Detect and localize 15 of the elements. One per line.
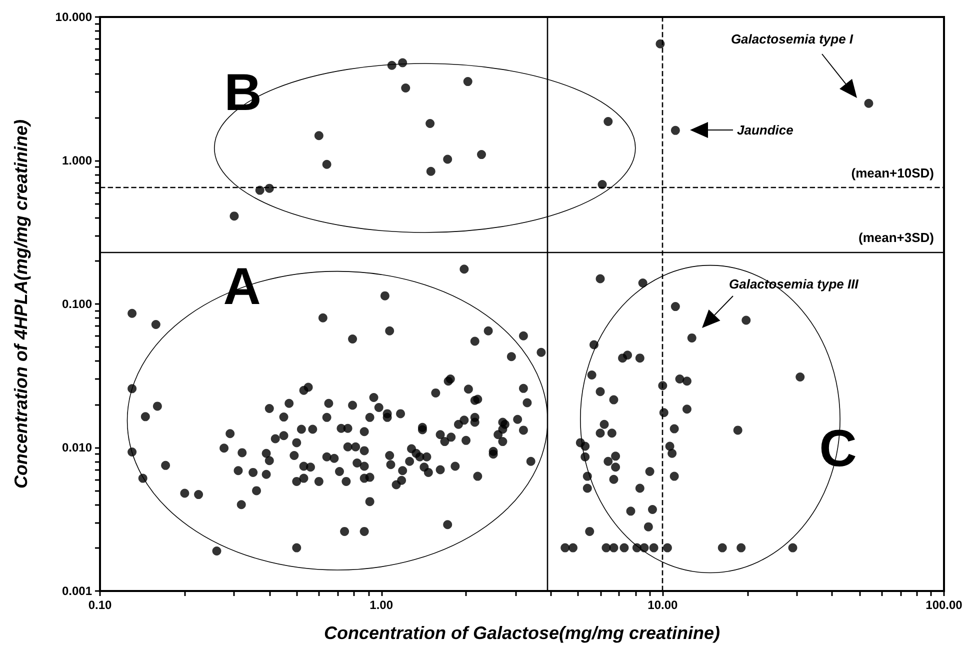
ref-line-label: (mean+3SD) [858, 230, 934, 246]
y-tick-label: 0.010 [62, 440, 92, 454]
annotation: Jaundice [737, 122, 794, 138]
x-tick-label: 1.00 [370, 598, 394, 612]
y-tick-label: 1.000 [62, 154, 92, 168]
x-tick-label: 0.10 [88, 598, 112, 612]
y-tick-label: 0.100 [62, 297, 92, 311]
y-axis-title: Concentration of 4HPLA(mg/mg creatinine) [11, 119, 31, 489]
ref-line-label: (mean+10SD) [851, 165, 934, 180]
y-tick-label: 0.001 [62, 584, 92, 598]
x-axis-title: Concentration of Galactose(mg/mg creatinine) [324, 623, 720, 643]
x-tick-label: 10.00 [648, 598, 678, 612]
y-tick-label: 10.000 [55, 10, 92, 24]
annotation: Galactosemia type I [730, 32, 854, 46]
x-tick-label: 100.00 [926, 598, 963, 612]
